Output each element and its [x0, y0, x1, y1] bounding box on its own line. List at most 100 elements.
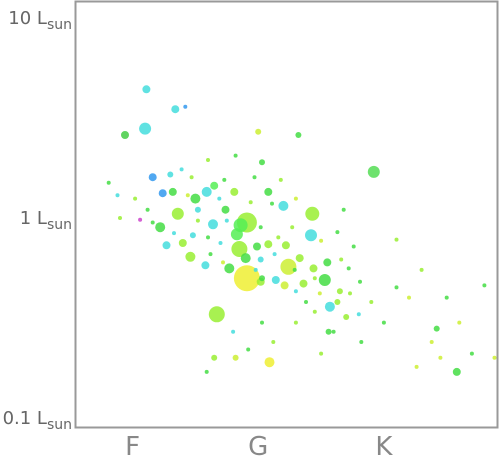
data-point — [335, 230, 340, 235]
x-tick-label: G — [248, 432, 268, 462]
data-point — [278, 177, 283, 182]
data-point — [121, 131, 129, 139]
data-point — [317, 291, 322, 296]
data-point — [260, 320, 264, 325]
data-point — [336, 288, 343, 295]
data-point — [231, 329, 236, 334]
data-point — [452, 367, 461, 376]
data-point — [293, 320, 298, 325]
data-point — [252, 175, 257, 180]
data-point — [358, 279, 362, 284]
data-point — [155, 222, 166, 233]
data-point — [233, 153, 238, 158]
data-point — [194, 206, 201, 213]
data-point — [414, 364, 419, 369]
data-point — [253, 242, 261, 251]
y-tick-label: 10 Lsun — [8, 8, 72, 33]
y-tick-label: 1 Lsun — [20, 208, 72, 233]
data-point — [232, 354, 239, 361]
data-point — [230, 228, 243, 241]
data-point — [217, 196, 222, 201]
data-point — [259, 159, 265, 166]
data-point — [189, 175, 194, 180]
data-point — [482, 283, 487, 288]
data-point — [367, 165, 380, 178]
data-point — [312, 276, 317, 281]
data-point — [178, 239, 187, 247]
data-point — [295, 132, 302, 138]
data-point — [231, 241, 248, 257]
data-point — [167, 171, 174, 178]
data-point — [356, 312, 361, 317]
data-points — [106, 85, 497, 376]
data-point — [246, 347, 251, 352]
data-point — [346, 266, 351, 271]
data-point — [278, 200, 289, 211]
data-point — [264, 187, 273, 196]
data-point — [138, 217, 143, 222]
data-point — [438, 355, 443, 360]
data-point — [258, 225, 263, 230]
data-point — [381, 320, 386, 325]
data-point — [270, 201, 274, 206]
data-point — [272, 252, 277, 257]
data-point — [208, 219, 218, 230]
data-point — [457, 320, 462, 325]
data-point — [162, 241, 171, 250]
data-point — [331, 329, 336, 334]
data-point — [305, 229, 317, 242]
data-point — [204, 369, 209, 374]
data-point — [492, 355, 497, 360]
data-point — [189, 232, 196, 239]
data-point — [419, 267, 424, 272]
data-point — [394, 285, 399, 290]
data-point — [318, 274, 331, 286]
data-point — [259, 275, 265, 282]
data-point — [469, 351, 474, 356]
data-point — [343, 314, 350, 320]
data-point — [221, 260, 225, 265]
data-point — [115, 193, 120, 198]
data-point — [240, 253, 251, 264]
data-point — [280, 258, 297, 275]
data-point — [264, 240, 273, 249]
data-point — [145, 207, 150, 212]
data-point — [183, 104, 188, 109]
data-point — [133, 196, 138, 201]
data-point — [171, 105, 180, 114]
data-point — [348, 291, 352, 296]
data-point — [444, 295, 449, 300]
data-point — [218, 241, 223, 245]
data-point — [208, 252, 213, 257]
data-point — [168, 187, 177, 196]
data-point — [222, 177, 227, 182]
data-point — [264, 357, 275, 368]
data-point — [221, 205, 230, 214]
data-point — [334, 299, 341, 305]
y-tick-label: 0.1 Lsun — [3, 408, 72, 433]
data-point — [208, 306, 225, 323]
data-point — [158, 189, 167, 198]
data-point — [293, 196, 298, 201]
data-point — [299, 279, 308, 288]
data-point — [224, 263, 235, 274]
data-point — [319, 351, 324, 356]
data-point — [351, 244, 356, 249]
data-point — [185, 193, 190, 198]
data-point — [293, 289, 298, 294]
data-point — [304, 300, 308, 304]
data-point — [206, 235, 210, 240]
data-point — [271, 340, 276, 344]
data-point — [206, 158, 210, 162]
data-point — [324, 301, 335, 312]
data-point — [295, 254, 304, 263]
data-point — [255, 128, 262, 135]
data-point — [305, 206, 320, 221]
data-point — [325, 328, 332, 335]
data-point — [281, 241, 290, 250]
data-point — [394, 237, 399, 242]
data-point — [248, 200, 253, 205]
data-point — [319, 238, 324, 243]
